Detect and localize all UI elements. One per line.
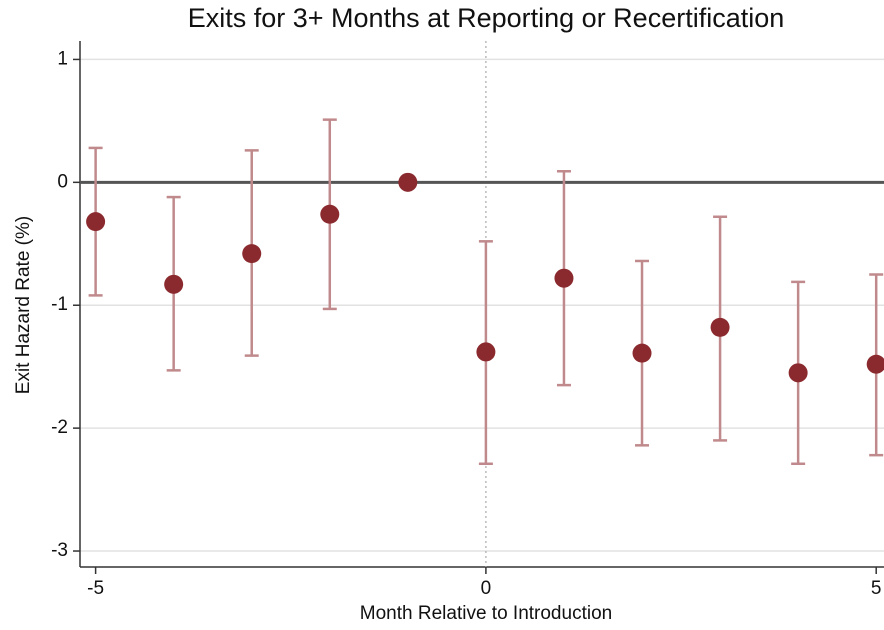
y-tick-label: 0 [57, 171, 68, 192]
y-tick-label: -3 [51, 540, 68, 561]
point [242, 244, 262, 264]
point [632, 343, 652, 363]
point [398, 172, 418, 192]
y-tick-label: 1 [57, 48, 68, 69]
point [788, 363, 808, 383]
x-tick-label: 0 [481, 578, 492, 599]
point [710, 317, 730, 337]
x-tick-label: 5 [871, 578, 882, 599]
x-tick-label: -5 [87, 578, 104, 599]
y-tick-label: -2 [51, 417, 68, 438]
point [86, 212, 106, 232]
y-axis-label: Exit Hazard Rate (%) [13, 216, 34, 394]
point [476, 342, 496, 362]
chart-title: Exits for 3+ Months at Reporting or Rece… [188, 3, 785, 33]
x-axis-label: Month Relative to Introduction [360, 603, 612, 624]
point [554, 268, 574, 288]
point [866, 354, 884, 374]
point [164, 274, 184, 294]
y-tick-label: -1 [51, 294, 68, 315]
point [320, 204, 340, 224]
